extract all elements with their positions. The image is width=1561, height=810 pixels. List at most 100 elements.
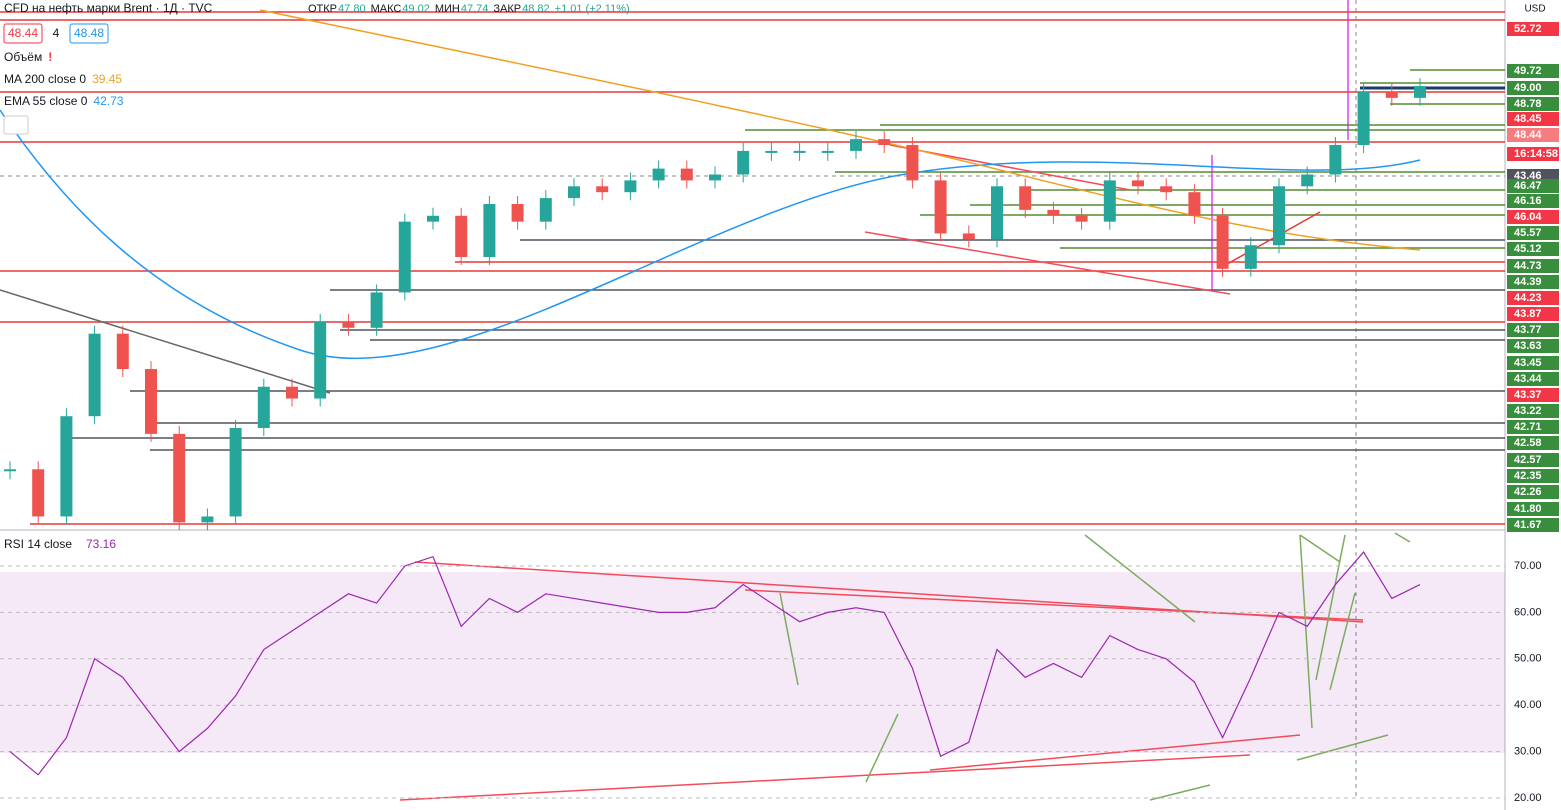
candle [483,203,496,258]
price-label-bg [1507,97,1559,111]
candle [1385,91,1398,98]
rsi-last: 73.16 [86,537,116,551]
price-label-bg [1507,356,1559,370]
candle [991,186,1003,240]
ask-box[interactable] [69,23,109,44]
rsi-tick-label: 60.00 [1514,606,1542,618]
ohlc-label: МИН [435,3,460,15]
price-label-bg [1507,453,1559,467]
price-label-bg [1507,210,1559,224]
rsi-title: RSI 14 close [4,537,72,551]
price-label: 46.47 [1514,180,1542,192]
candle [398,221,411,293]
candle [821,150,834,153]
spread: 4 [53,26,60,40]
price-label-bg [1507,226,1559,240]
price-label: 42.58 [1514,437,1542,449]
bid-box[interactable] [3,23,43,44]
candle [624,180,637,193]
rsi-pane [0,530,1505,800]
price-label-bg [1507,275,1559,289]
candle [370,292,383,328]
rsi-line [9,551,1421,776]
candle [765,150,778,153]
price-label: 41.80 [1514,503,1542,515]
candle [4,469,16,472]
rsi-trendlines [399,561,1364,801]
rsi-tick-label: 30.00 [1514,746,1542,758]
rsi-tick-label: 50.00 [1514,653,1542,665]
candle [539,198,552,222]
price-label: 43.37 [1514,389,1542,401]
candle [201,516,214,523]
ohlc-value: 47.74 [461,3,489,15]
price-label: 48.44 [1514,129,1542,141]
price-label: 45.12 [1514,243,1542,255]
candle [314,321,327,399]
candle [1132,180,1144,187]
indicator-value: 39.45 [92,72,122,86]
price-label-bg [1507,307,1559,321]
ohlc-value: 47.80 [338,3,366,15]
price-label-bg [1507,291,1559,305]
candle [793,150,806,153]
price-label: 42.26 [1514,486,1542,498]
candle [1188,192,1201,216]
ohlc-value: 48.82 [522,3,550,15]
candle [342,321,355,328]
bid: 48.44 [8,26,38,40]
price-label: 44.23 [1514,292,1542,304]
price-label: 41.67 [1514,519,1542,531]
candle [709,174,721,181]
candle [878,139,891,146]
price-label: 46.04 [1514,211,1542,223]
candle [1244,245,1257,269]
candle [427,215,439,222]
price-label-bg [1507,179,1559,193]
price-label: 42.57 [1514,454,1542,466]
rsi-tick-label: 20.00 [1514,792,1542,804]
candle [1160,186,1173,193]
candle [596,186,609,193]
price-label: 43.87 [1514,308,1542,320]
rsi-tick-label: 70.00 [1514,560,1542,572]
candle [32,469,45,517]
candle [850,139,862,151]
price-label: 42.71 [1514,421,1542,433]
price-label-bg [1507,436,1559,450]
candle [511,203,524,222]
candle [286,386,298,399]
candle [145,369,157,434]
price-label-bg [1507,372,1559,386]
price-label: 44.39 [1514,276,1542,288]
price-label-bg [1507,404,1559,418]
price-label-bg [1507,518,1559,532]
price-label: 42.35 [1514,470,1542,482]
symbol-title: CFD на нефть марки Brent · 1Д · TVC [4,1,213,15]
candle [173,433,186,523]
price-label: 44.73 [1514,260,1542,272]
price-label-bg [1507,485,1559,499]
indicator-value: 42.73 [93,94,123,108]
candle [257,386,270,429]
price-label-bg [1507,128,1559,142]
price-label-bg [1507,420,1559,434]
price-label-bg [1507,323,1559,337]
ohlc-value: 49.02 [402,3,430,15]
collapse-button[interactable] [3,115,29,135]
candle [1075,215,1088,222]
price-label: 52.72 [1514,23,1542,35]
rsi-band [0,572,1505,753]
candle [1103,180,1116,222]
price-label-bg [1507,147,1559,161]
price-label-bg [1507,242,1559,256]
price-label: 43.46 [1514,170,1542,182]
price-label-bg [1507,259,1559,273]
candle [568,186,580,199]
price-label-bg [1507,339,1559,353]
candle [737,150,750,175]
price-label-bg [1507,22,1559,36]
candle [60,416,73,517]
price-label: 43.44 [1514,373,1542,385]
